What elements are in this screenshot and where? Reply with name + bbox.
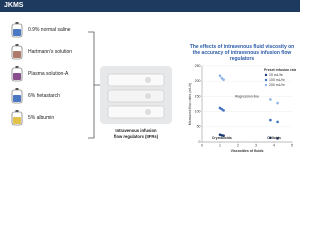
journal-name: JKMS: [4, 2, 24, 9]
legend-label: 100 mL/hr: [269, 78, 286, 82]
data-point: [276, 120, 279, 124]
data-point: [220, 76, 224, 80]
data-point: [269, 136, 272, 140]
fluid-label: 5% albumin: [28, 115, 55, 121]
header-bar: [0, 0, 300, 12]
fluid-cap: [15, 44, 19, 46]
data-point: [269, 118, 272, 122]
device-image: [100, 66, 172, 124]
page: JKMS Intravenous infusion flow regulator…: [0, 0, 300, 153]
fluid-level: [13, 95, 21, 102]
data-point: [218, 74, 222, 78]
y-tick-label: 150: [195, 94, 201, 98]
chart-title: The effects of intravenous fluid viscosi…: [189, 44, 295, 62]
data-point: [276, 101, 279, 105]
data-point: [222, 78, 225, 81]
x-tick-label: 3: [255, 143, 257, 147]
y-tick-label: 200: [195, 79, 201, 83]
x-tick-label: 4: [273, 143, 275, 147]
y-tick-label: 50: [197, 125, 201, 129]
fluid-label: 6% hetastarch: [28, 93, 60, 99]
annotation: Regression line: [235, 94, 259, 98]
legend-title: Preset infusion rate: [264, 68, 296, 72]
device-drawing: [107, 73, 165, 119]
data-point: [222, 109, 225, 112]
x-tick-label: 5: [291, 143, 293, 147]
device-caption: flow regulators (IIFRs): [113, 134, 159, 139]
annotation: Crystalloids: [212, 136, 232, 140]
fluid-level: [13, 29, 21, 36]
data-point: [276, 137, 279, 140]
legend-label: 20 mL/hr: [269, 73, 284, 77]
fluid-icons: [11, 22, 100, 139]
y-tick-label: 100: [195, 110, 201, 114]
fluid-cap: [15, 88, 19, 90]
fluid-label: Plasma solution-A: [28, 71, 69, 77]
fluid-label: 0.9% normal saline: [28, 27, 71, 33]
legend-marker: [264, 78, 268, 82]
x-axis-label: Viscosities of fluids: [231, 149, 264, 153]
fluid-level: [13, 73, 21, 80]
x-tick-label: 1: [219, 143, 221, 147]
bracket: [88, 31, 100, 139]
data-point: [269, 98, 272, 101]
legend-marker: [264, 73, 268, 77]
device-caption: Intravenous infusion: [115, 128, 157, 133]
x-tick-label: 2: [237, 143, 239, 147]
fluid-cap: [15, 110, 19, 112]
y-axis-label: Measured flow rates (mL/h): [188, 83, 192, 126]
data-point: [222, 134, 225, 137]
fluid-label: Hartmann's solution: [28, 49, 73, 55]
fluid-cap: [15, 66, 19, 68]
y-tick-label: 0: [199, 140, 201, 144]
x-tick-label: 0: [201, 143, 203, 147]
y-tick-label: 250: [195, 64, 201, 68]
legend-label: 200 mL/hr: [269, 83, 286, 87]
fluid-level: [13, 51, 21, 58]
fluid-level: [13, 117, 21, 124]
legend-marker: [264, 83, 268, 87]
annotation: Colloids: [267, 136, 281, 140]
fluid-cap: [15, 22, 19, 24]
